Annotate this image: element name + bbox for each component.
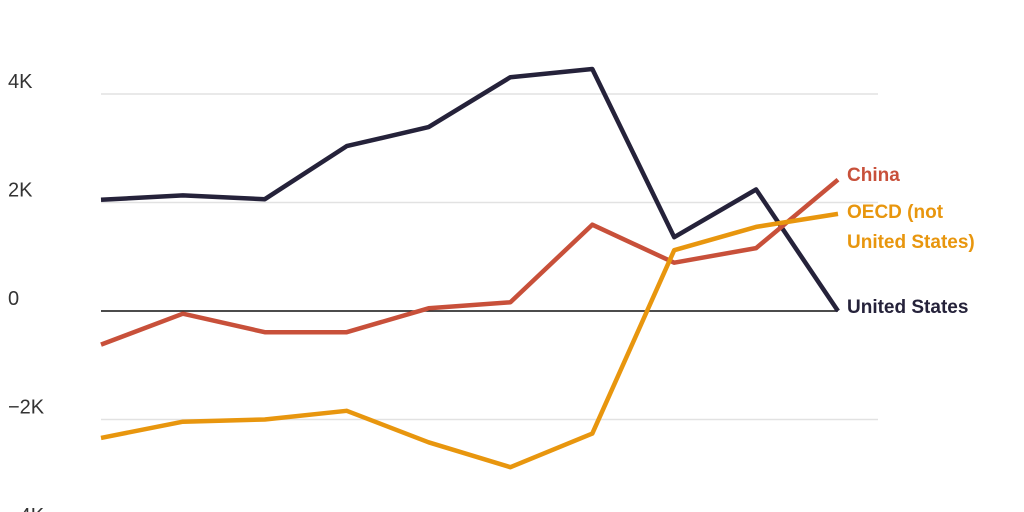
- y-tick-label: −2K: [8, 397, 45, 419]
- series-line-united-states: [100, 66, 840, 313]
- series-label-oecd-not-united-states: OECD (not: [847, 202, 944, 223]
- series-lines: [100, 66, 840, 470]
- series-line-china: [100, 177, 840, 347]
- y-tick-label: 2K: [8, 180, 33, 202]
- series-label-united-states: United States: [847, 297, 968, 318]
- series-labels: United States China OECD (not United States…: [847, 165, 975, 318]
- series-label-china: China: [847, 165, 900, 186]
- series-line-oecd-not-united-states: [100, 211, 839, 470]
- y-axis-tick-labels: 4K 2K 0 −2K −4K: [8, 71, 45, 512]
- y-tick-label: 0: [8, 288, 19, 310]
- y-tick-label: 4K: [8, 71, 33, 93]
- y-tick-label: −4K: [8, 505, 45, 512]
- gridlines: [101, 93, 878, 421]
- series-label-oecd-not-united-states: United States): [847, 232, 975, 253]
